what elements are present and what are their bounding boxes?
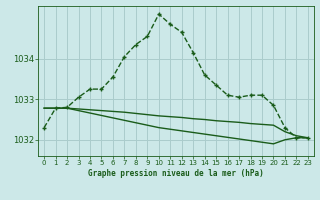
X-axis label: Graphe pression niveau de la mer (hPa): Graphe pression niveau de la mer (hPa): [88, 169, 264, 178]
